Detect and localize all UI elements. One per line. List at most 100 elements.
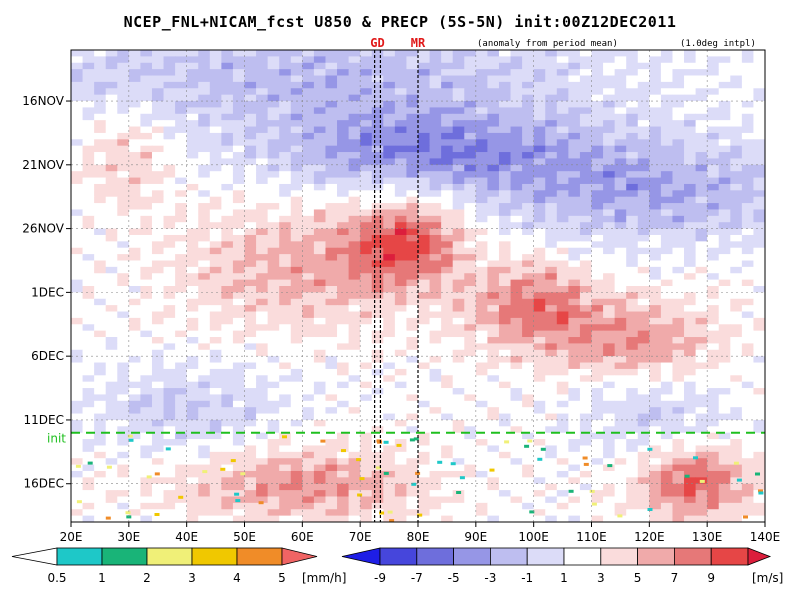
u850-cell [394, 132, 407, 140]
u850-cell [626, 509, 639, 517]
u850-cell [522, 177, 535, 185]
u850-cell [556, 107, 569, 115]
u850-cell [337, 190, 349, 198]
u850-cell [175, 101, 188, 108]
u850-cell [198, 470, 211, 478]
u850-cell [117, 266, 130, 274]
u850-cell [186, 490, 199, 497]
u850-cell [730, 407, 743, 414]
u850-cell [660, 502, 673, 510]
u850-cell [371, 183, 384, 191]
u850-cell [522, 317, 535, 325]
u850-cell [279, 234, 292, 242]
u850-cell [94, 215, 107, 223]
u850-cell [649, 132, 662, 140]
u850-cell [348, 196, 361, 204]
u850-cell [464, 75, 477, 83]
u850-cell [186, 286, 199, 293]
u850-cell [175, 330, 188, 338]
u850-cell [579, 515, 592, 522]
u850-cell [94, 171, 107, 178]
u850-cell [556, 132, 569, 140]
u850-cell [383, 183, 396, 191]
u850-cell [117, 203, 130, 210]
u850-cell [360, 445, 373, 453]
u850-cell [603, 183, 616, 191]
u850-cell [418, 145, 430, 153]
u850-cell [510, 292, 523, 300]
u850-cell [209, 349, 222, 357]
u850-cell [556, 458, 569, 465]
u850-cell [71, 260, 83, 268]
u850-cell [672, 75, 685, 83]
u850-cell [464, 317, 477, 325]
u850-cell [660, 362, 673, 370]
u850-cell [753, 394, 765, 402]
u850-cell [718, 279, 731, 287]
u850-cell [649, 266, 662, 274]
u850-cell [360, 490, 373, 497]
u850-cell [256, 75, 269, 83]
u850-cell [741, 120, 754, 127]
u850-cell [637, 362, 650, 370]
precip-cell [128, 438, 134, 442]
u850-cell [695, 69, 708, 76]
u850-cell [360, 75, 373, 83]
u850-cell [441, 317, 454, 325]
u850-cell [348, 292, 361, 300]
u850-cell [614, 286, 627, 293]
u850-cell [464, 388, 477, 395]
u850-cell [105, 164, 118, 172]
u850-cell [603, 502, 616, 510]
u850-cell [256, 260, 269, 268]
u850-cell [603, 234, 616, 242]
u850-cell [614, 101, 627, 108]
u850-cell [660, 222, 673, 229]
u850-cell [510, 152, 523, 159]
u850-cell [510, 247, 523, 255]
u850-cell [452, 164, 465, 172]
u850-cell [360, 132, 373, 140]
u850-cell [337, 171, 349, 178]
u850-cell [325, 368, 338, 376]
u850-cell [441, 241, 454, 249]
u850-cell [649, 81, 662, 89]
u850-cell [232, 190, 245, 198]
u850-cell [695, 419, 708, 427]
u850-cell [753, 215, 765, 223]
u850-cell [579, 349, 592, 357]
u850-cell [348, 426, 361, 434]
u850-cell [71, 324, 83, 332]
u850-cell [649, 400, 662, 408]
u850-cell [522, 477, 535, 485]
u850-cell [741, 234, 754, 242]
u850-cell [475, 177, 488, 185]
u850-cell [94, 145, 107, 153]
u850-cell [82, 439, 95, 446]
u850-cell [707, 94, 720, 102]
u850-cell [82, 349, 95, 357]
u850-cell [418, 419, 430, 427]
u850-cell [545, 477, 558, 485]
u850-cell [498, 50, 511, 57]
u850-cell [232, 445, 245, 453]
u850-cell [232, 266, 245, 274]
u850-cell [533, 101, 546, 108]
precip-cell [379, 511, 385, 515]
u850-cell [71, 388, 83, 395]
u850-cell [429, 107, 442, 115]
u850-cell [579, 203, 592, 210]
u850-cell [244, 464, 257, 472]
u850-cell [140, 375, 153, 383]
u850-cell [128, 88, 141, 96]
u850-cell [186, 132, 199, 140]
u850-cell [313, 400, 326, 408]
u850-cell [533, 50, 546, 57]
u850-cell [545, 515, 558, 522]
u850-cell [371, 330, 384, 338]
u850-cell [684, 349, 696, 357]
u850-cell [568, 273, 581, 281]
u850-cell [325, 451, 338, 459]
u850-cell [487, 273, 500, 281]
u850-cell [221, 458, 234, 465]
